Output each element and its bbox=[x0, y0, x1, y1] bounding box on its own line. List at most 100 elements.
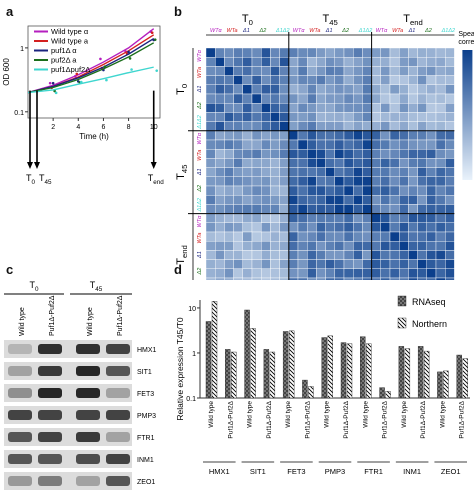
heatmap-cell bbox=[316, 176, 326, 187]
heatmap-cell bbox=[352, 139, 363, 150]
column-sample-label: Δ2 bbox=[424, 28, 432, 34]
data-point bbox=[150, 31, 154, 35]
y-tick-label: 1 bbox=[192, 351, 196, 358]
column-group-label: T45 bbox=[323, 13, 338, 27]
row-sample-label: WTa bbox=[197, 67, 203, 78]
heatmap-cell bbox=[343, 139, 354, 150]
heatmap-cell bbox=[445, 47, 455, 58]
heatmap-cell bbox=[380, 112, 391, 122]
heatmap-cell bbox=[205, 204, 216, 214]
heatmap-cell bbox=[288, 139, 299, 150]
row-sample-label: Δ2 bbox=[197, 102, 203, 110]
heatmap-cell bbox=[334, 75, 345, 85]
heatmap-cell bbox=[306, 194, 317, 205]
heatmap-cell bbox=[417, 121, 428, 131]
heatmap-cell bbox=[371, 130, 382, 141]
heatmap-cell bbox=[306, 222, 317, 233]
heatmap-cell bbox=[325, 250, 336, 260]
heatmap-cell bbox=[417, 148, 428, 159]
heatmap-cell bbox=[233, 240, 243, 251]
heatmap-cell bbox=[343, 93, 354, 104]
blot-gene-label: PMP3 bbox=[137, 413, 156, 420]
heatmap-cell bbox=[352, 148, 363, 159]
blot-band bbox=[38, 454, 62, 464]
heatmap-cell bbox=[380, 121, 391, 131]
heatmap-cell bbox=[306, 66, 317, 76]
blot-band bbox=[106, 476, 130, 486]
heatmap-cell bbox=[426, 194, 437, 205]
bar bbox=[321, 337, 327, 399]
heatmap-cell bbox=[205, 158, 216, 168]
blot-condition-label: Wild type bbox=[19, 307, 26, 336]
heatmap-cell bbox=[215, 167, 225, 178]
heatmap-cell bbox=[380, 57, 391, 67]
heatmap-cell bbox=[445, 139, 455, 150]
heatmap-cell bbox=[215, 139, 225, 150]
heatmap-cell bbox=[260, 167, 271, 178]
heatmap-cell bbox=[306, 268, 317, 279]
heatmap-cell bbox=[251, 130, 262, 141]
heatmap-cell bbox=[224, 167, 234, 178]
heatmap-cell bbox=[215, 176, 225, 187]
blot-condition-label: Puf1Δ-Puf2Δ bbox=[117, 295, 124, 336]
heatmap-cell bbox=[215, 148, 225, 159]
heatmap-cell bbox=[297, 167, 308, 178]
condition-tick-label: Wild type bbox=[208, 401, 215, 428]
gene-label: SIT1 bbox=[250, 467, 266, 476]
heatmap-cell bbox=[215, 130, 225, 141]
series-line bbox=[27, 28, 155, 94]
heatmap-cell bbox=[389, 84, 400, 95]
bar bbox=[379, 387, 385, 399]
heatmap-cell bbox=[316, 213, 326, 224]
heatmap-cell bbox=[343, 176, 354, 187]
heatmap-cell bbox=[251, 121, 262, 131]
heatmap-cell bbox=[242, 231, 253, 242]
heatmap-cell bbox=[242, 139, 253, 150]
heatmap-cell bbox=[408, 121, 418, 131]
heatmap-cell bbox=[408, 250, 418, 260]
heatmap-cell bbox=[435, 148, 446, 159]
heatmap-cell bbox=[242, 176, 253, 187]
heatmap-cell bbox=[417, 57, 428, 67]
blot-band bbox=[76, 410, 100, 420]
heatmap-cell bbox=[389, 194, 400, 205]
heatmap-cell bbox=[398, 277, 409, 280]
heatmap-cell bbox=[306, 277, 317, 280]
heatmap-cell bbox=[362, 222, 372, 233]
heatmap-cell bbox=[352, 158, 363, 168]
heatmap-cell bbox=[343, 66, 354, 76]
heatmap-cell bbox=[233, 231, 243, 242]
heatmap-cell bbox=[242, 130, 253, 141]
heatmap-cell bbox=[389, 250, 400, 260]
heatmap-cell bbox=[389, 277, 400, 280]
heatmap-cell bbox=[426, 277, 437, 280]
heatmap-cell bbox=[426, 112, 437, 122]
heatmap-cell bbox=[417, 194, 428, 205]
heatmap-cell bbox=[417, 84, 428, 95]
heatmap-cell bbox=[389, 167, 400, 178]
heatmap-cell bbox=[334, 185, 345, 196]
heatmap-cell bbox=[389, 176, 400, 187]
heatmap-cell bbox=[260, 185, 271, 196]
heatmap-cell bbox=[398, 47, 409, 58]
heatmap-cell bbox=[445, 57, 455, 67]
heatmap-cell bbox=[297, 57, 308, 67]
heatmap-cell bbox=[251, 185, 262, 196]
heatmap-cell bbox=[260, 158, 271, 168]
blot-band bbox=[76, 344, 100, 354]
y-axis-label: Relative expression T45/T0 bbox=[175, 317, 185, 421]
heatmap-cell bbox=[288, 176, 299, 187]
heatmap-cell bbox=[343, 259, 354, 270]
heatmap-cell bbox=[279, 222, 289, 233]
heatmap-cell bbox=[251, 102, 262, 113]
heatmap-cell bbox=[288, 66, 299, 76]
blot-strip bbox=[4, 406, 132, 424]
heatmap-cell bbox=[279, 112, 289, 122]
heatmap-cell bbox=[325, 112, 336, 122]
heatmap-cell bbox=[343, 213, 354, 224]
heatmap-cell bbox=[426, 158, 437, 168]
heatmap-cell bbox=[398, 102, 409, 113]
heatmap-cell bbox=[251, 167, 262, 178]
heatmap-cell bbox=[445, 66, 455, 76]
heatmap-cell bbox=[334, 250, 345, 260]
